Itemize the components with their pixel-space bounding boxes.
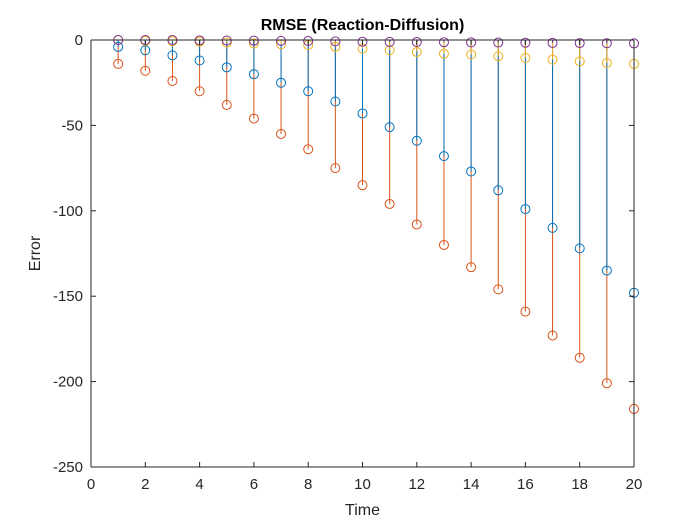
data-point — [574, 243, 585, 254]
x-axis-label: Time — [345, 502, 380, 519]
y-tick-label: -100 — [53, 203, 83, 220]
data-point — [493, 185, 504, 196]
x-tick-label: 12 — [408, 476, 425, 493]
data-point — [140, 65, 151, 76]
data-point — [248, 35, 259, 46]
data-point — [194, 86, 205, 97]
data-point — [330, 36, 341, 47]
x-tick-label: 18 — [571, 476, 588, 493]
data-point — [466, 262, 477, 273]
data-point — [411, 135, 422, 146]
data-point — [113, 41, 124, 52]
data-point — [113, 58, 124, 69]
data-point — [466, 49, 477, 60]
data-point — [194, 55, 205, 66]
data-point — [384, 36, 395, 47]
data-point — [303, 86, 314, 97]
data-markers — [113, 35, 639, 414]
y-tick-label: -50 — [61, 117, 83, 134]
data-point — [547, 37, 558, 48]
data-point — [221, 62, 232, 73]
data-point — [466, 166, 477, 177]
data-point — [520, 37, 531, 48]
x-tick-label: 16 — [517, 476, 534, 493]
x-tick-label: 6 — [250, 476, 258, 493]
data-point — [493, 37, 504, 48]
data-point — [167, 50, 178, 61]
chart-title: RMSE (Reaction-Diffusion) — [261, 17, 465, 34]
x-tick-label: 4 — [195, 476, 203, 493]
data-point — [330, 96, 341, 107]
data-point — [438, 48, 449, 59]
data-point — [466, 37, 477, 48]
data-point — [357, 180, 368, 191]
data-point — [411, 37, 422, 48]
data-point — [248, 69, 259, 80]
data-point — [601, 265, 612, 276]
y-tick-label: -200 — [53, 374, 83, 391]
data-point — [384, 45, 395, 56]
data-point — [384, 198, 395, 209]
x-tick-label: 10 — [354, 476, 371, 493]
data-point — [276, 35, 287, 46]
data-point — [547, 330, 558, 341]
data-point — [547, 222, 558, 233]
x-tick-label: 0 — [87, 476, 95, 493]
data-point — [493, 284, 504, 295]
data-point — [330, 41, 341, 52]
x-tick-label: 2 — [141, 476, 149, 493]
data-point — [601, 38, 612, 49]
data-point — [574, 352, 585, 363]
data-point — [357, 108, 368, 119]
y-tick-label: -150 — [53, 288, 83, 305]
data-point — [601, 58, 612, 69]
data-point — [248, 113, 259, 124]
y-tick-label: -250 — [53, 459, 83, 476]
data-point — [303, 36, 314, 47]
data-point — [493, 51, 504, 62]
x-tick-label: 20 — [626, 476, 643, 493]
y-axis-label: Error — [27, 235, 44, 271]
data-point — [411, 46, 422, 57]
data-point — [574, 38, 585, 49]
data-point — [248, 38, 259, 49]
data-point — [601, 378, 612, 389]
data-point — [167, 75, 178, 86]
data-point — [547, 54, 558, 65]
data-point — [357, 36, 368, 47]
data-point — [438, 239, 449, 250]
data-point — [221, 35, 232, 46]
y-tick-label: 0 — [75, 32, 83, 49]
data-point — [438, 151, 449, 162]
data-point — [303, 144, 314, 155]
data-point — [520, 52, 531, 63]
data-point — [330, 163, 341, 174]
data-point — [520, 306, 531, 317]
data-point — [438, 37, 449, 48]
x-tick-label: 14 — [463, 476, 480, 493]
tick-labels: 0 2 4 6 8 10 12 14 16 18 20 0 -50 -100 -150 -200 -250 — [53, 32, 642, 493]
data-point — [384, 122, 395, 133]
data-point — [276, 77, 287, 88]
x-tick-label: 8 — [304, 476, 312, 493]
data-point — [520, 204, 531, 215]
data-point — [411, 219, 422, 230]
data-point — [276, 128, 287, 139]
data-point — [574, 56, 585, 67]
data-point — [221, 99, 232, 110]
tick-marks — [90, 39, 635, 468]
